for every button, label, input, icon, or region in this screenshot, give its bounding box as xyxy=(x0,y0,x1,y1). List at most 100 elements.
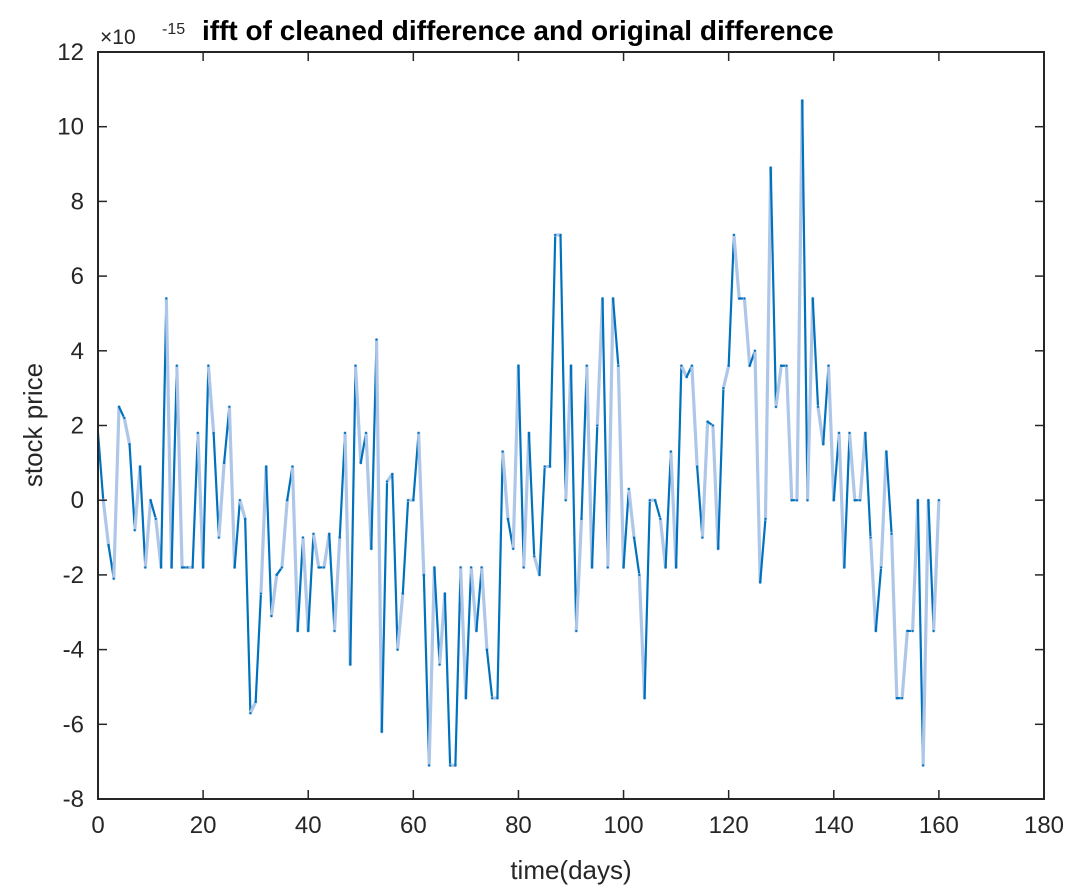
data-point xyxy=(433,566,436,569)
data-point xyxy=(307,629,310,633)
series-segment xyxy=(196,431,205,570)
series-segment xyxy=(401,499,410,595)
data-point xyxy=(790,499,793,502)
data-point xyxy=(475,629,478,633)
series-segment xyxy=(206,364,216,435)
data-point xyxy=(916,499,919,502)
series-segment xyxy=(595,296,605,428)
series-segment xyxy=(269,573,279,618)
series-segment xyxy=(690,364,699,469)
data-point xyxy=(254,700,257,703)
data-point xyxy=(811,297,814,300)
series-segment xyxy=(469,565,478,633)
data-point xyxy=(233,566,236,569)
data-point xyxy=(186,566,189,569)
series-segment xyxy=(438,591,447,667)
data-point xyxy=(159,566,163,569)
data-point xyxy=(906,629,909,633)
series-segment xyxy=(805,296,815,502)
data-point xyxy=(627,487,630,491)
series-segment xyxy=(380,480,389,733)
chart-title: ifft of cleaned difference and original … xyxy=(202,15,834,46)
data-point xyxy=(769,166,772,169)
data-point xyxy=(927,499,930,502)
series-segment xyxy=(227,405,237,570)
data-point xyxy=(454,764,457,767)
series-segment xyxy=(700,420,710,540)
series-segment xyxy=(711,423,720,551)
data-point xyxy=(270,614,273,618)
series-segment xyxy=(921,498,930,767)
series-segment xyxy=(501,450,510,521)
data-point xyxy=(180,566,184,569)
data-point xyxy=(417,431,420,435)
data-point xyxy=(780,364,783,367)
data-point xyxy=(406,499,410,502)
series-segment xyxy=(564,364,573,502)
series-segment xyxy=(480,565,489,652)
data-point xyxy=(575,629,578,633)
series-segment xyxy=(538,465,546,577)
series-segment xyxy=(202,364,210,569)
data-point xyxy=(727,364,730,367)
data-point xyxy=(491,697,494,700)
data-point xyxy=(548,465,552,468)
data-point xyxy=(580,517,583,520)
y-tick-label: 8 xyxy=(71,188,84,215)
data-point xyxy=(895,697,898,700)
x-tick-label: 100 xyxy=(604,812,644,839)
series-segment xyxy=(296,536,305,633)
data-point xyxy=(364,431,368,435)
series-segment xyxy=(349,364,357,666)
data-point xyxy=(569,364,573,367)
series-segment xyxy=(133,464,142,532)
data-point xyxy=(669,450,672,453)
series-segment xyxy=(322,532,331,570)
series-segment xyxy=(868,535,878,633)
data-point xyxy=(170,566,173,569)
series-segment xyxy=(843,431,851,569)
series-segment xyxy=(149,499,157,520)
data-point xyxy=(133,528,136,532)
series-segment xyxy=(847,431,857,502)
series-segment xyxy=(864,431,872,539)
data-point xyxy=(801,99,804,102)
series-segment xyxy=(874,566,883,633)
series-segment xyxy=(265,465,273,618)
data-point xyxy=(638,573,641,577)
series-segment xyxy=(900,629,909,700)
y-tick-label: -2 xyxy=(63,562,84,589)
data-point xyxy=(680,364,683,367)
series-segment xyxy=(175,364,184,570)
data-point xyxy=(322,566,326,569)
series-segment xyxy=(932,498,941,633)
series-segment xyxy=(616,364,626,570)
data-point xyxy=(701,536,704,539)
data-point xyxy=(827,364,830,367)
series-segment xyxy=(364,431,373,551)
data-point xyxy=(932,629,935,633)
series-segment xyxy=(911,498,920,633)
series-segment xyxy=(632,536,641,577)
series-segment xyxy=(311,532,321,570)
series-segment xyxy=(858,431,867,502)
data-point xyxy=(717,547,720,550)
series-segment xyxy=(422,573,431,767)
series-segment xyxy=(527,431,536,558)
series-segment xyxy=(391,472,399,651)
series-segment xyxy=(290,464,300,633)
data-point xyxy=(706,420,709,423)
data-point xyxy=(722,387,725,390)
data-point xyxy=(296,629,299,633)
series-segment xyxy=(191,431,199,569)
data-point xyxy=(611,297,615,300)
series-segment xyxy=(721,364,731,390)
data-point xyxy=(785,364,788,367)
series-segment xyxy=(769,166,778,408)
data-point xyxy=(527,431,531,435)
data-point xyxy=(864,431,867,435)
series-segment xyxy=(433,566,441,666)
data-point xyxy=(869,536,872,539)
data-point xyxy=(696,465,699,468)
